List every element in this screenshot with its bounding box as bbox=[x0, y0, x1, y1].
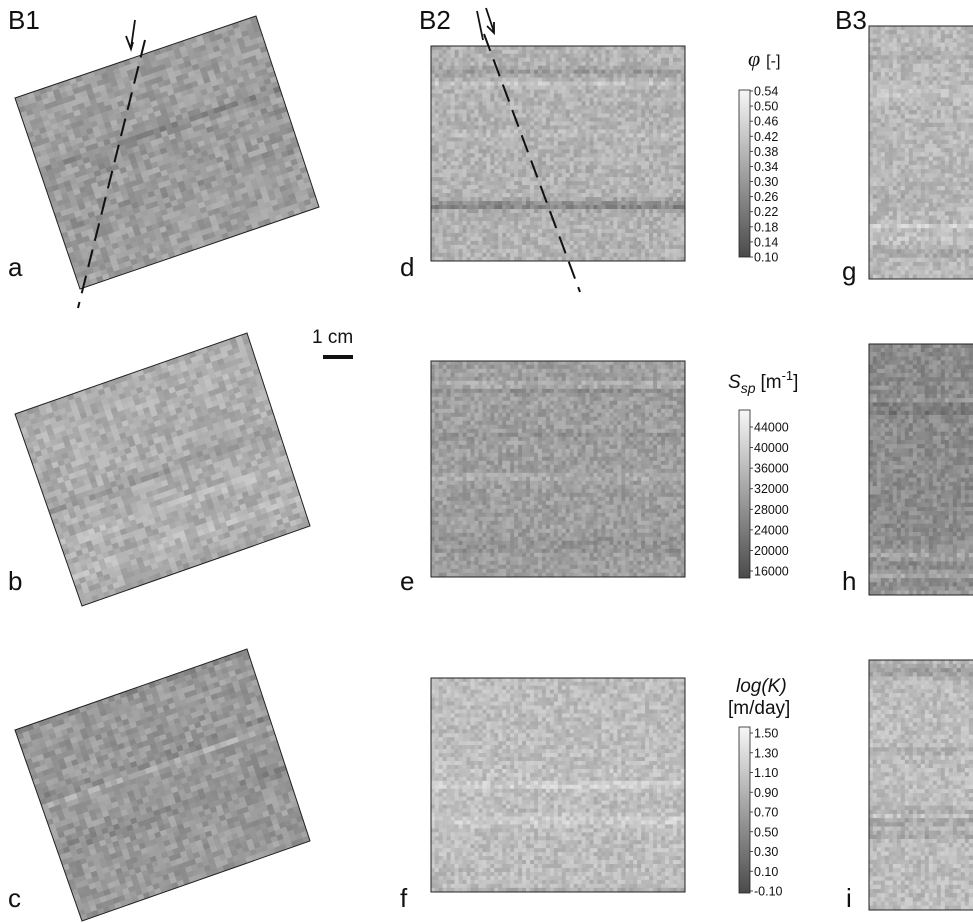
colorbar-tick-label: -0.10 bbox=[754, 885, 783, 899]
panel-d bbox=[430, 45, 686, 262]
colorbar-tick-label: 0.30 bbox=[754, 845, 778, 859]
panel-b bbox=[14, 332, 311, 607]
panel-f-frame bbox=[430, 677, 686, 893]
colorbar-tick-label: 24000 bbox=[754, 523, 789, 537]
colorbar-tick-label: 16000 bbox=[754, 565, 789, 579]
panel-letter-c: c bbox=[8, 883, 21, 913]
panel-c bbox=[14, 648, 311, 922]
panel-f-image bbox=[430, 677, 686, 893]
panel-e bbox=[430, 360, 686, 578]
panel-g-frame bbox=[868, 25, 973, 280]
colorbar-tick-label: 0.54 bbox=[754, 85, 778, 99]
panel-g bbox=[868, 25, 973, 280]
colorbar-tick-label: 0.90 bbox=[754, 786, 778, 800]
colorbar-tick-label: 44000 bbox=[754, 421, 789, 435]
panel-b-frame bbox=[14, 332, 311, 607]
panel-d-frame bbox=[430, 45, 686, 262]
panel-i-image bbox=[868, 659, 973, 911]
panel-letter-i: i bbox=[846, 883, 852, 913]
colorbar-tick-label: 0.70 bbox=[754, 806, 778, 820]
panel-letter-h: h bbox=[842, 566, 856, 596]
panel-letter-e: e bbox=[400, 566, 414, 596]
colorbar-tick-label: 20000 bbox=[754, 544, 789, 558]
colorbar-tick-label: 0.50 bbox=[754, 100, 778, 114]
shear-arrow-b2 bbox=[476, 7, 495, 41]
colorbar-specific-surface: Ssp [m-1] 44000 40000 36000 32000 28000 24000 2… bbox=[728, 368, 798, 579]
colorbar-tick-label: 0.46 bbox=[754, 115, 778, 129]
fault-line-b1 bbox=[77, 39, 146, 309]
colorbar-tick-label: 0.10 bbox=[754, 865, 778, 879]
panel-letter-f: f bbox=[400, 883, 408, 913]
panel-h bbox=[868, 343, 973, 596]
colorbar-tick-label: 1.10 bbox=[754, 766, 778, 780]
colorbar-tick-label: 0.26 bbox=[754, 190, 778, 204]
column-label-b3: B3 bbox=[835, 5, 867, 35]
colorbar-tick-label: 32000 bbox=[754, 482, 789, 496]
panel-letter-b: b bbox=[8, 566, 22, 596]
panel-a bbox=[14, 15, 320, 290]
colorbar-tick-label: 36000 bbox=[754, 462, 789, 476]
panel-a-image bbox=[14, 15, 320, 290]
panel-letter-a: a bbox=[8, 252, 23, 282]
colorbar-tick-label: 0.34 bbox=[754, 160, 778, 174]
colorbar-tick-label: 0.18 bbox=[754, 220, 778, 234]
scale-bar: 1 cm bbox=[312, 327, 353, 359]
colorbar-specific-surface-title: Ssp [m-1] bbox=[728, 368, 798, 396]
panel-c-frame bbox=[14, 648, 311, 922]
colorbar-porosity: φ [-] 0.540.500.460.420.380.340.300.260.2… bbox=[738, 46, 780, 265]
shear-arrow-b1 bbox=[125, 19, 136, 52]
panel-h-image bbox=[868, 343, 973, 596]
colorbar-tick-label: 0.38 bbox=[754, 145, 778, 159]
colorbar-permeability: log(K) [m/day] 1.50 1.30 1.10 0.90 0.70 0.50 0… bbox=[728, 676, 790, 899]
panel-letter-g: g bbox=[842, 256, 856, 286]
fault-line-b2 bbox=[483, 33, 581, 293]
colorbar-tick-label: 0.42 bbox=[754, 130, 778, 144]
colorbar-tick-label: 0.22 bbox=[754, 205, 778, 219]
colorbar-permeability-title-line1: log(K) bbox=[736, 676, 787, 697]
panel-d-image bbox=[430, 45, 686, 262]
panel-a-frame bbox=[14, 15, 320, 290]
colorbar-tick-label: 1.30 bbox=[754, 746, 778, 760]
column-label-b2: B2 bbox=[419, 5, 451, 35]
colorbar-tick-label: 0.30 bbox=[754, 175, 778, 189]
colorbar-porosity-title: φ [-] bbox=[748, 46, 780, 71]
colorbar-permeability-title-line2: [m/day] bbox=[728, 698, 790, 719]
colorbar-tick-label: 0.14 bbox=[754, 235, 778, 249]
panel-h-frame bbox=[868, 343, 973, 596]
panel-i bbox=[868, 659, 973, 911]
scale-bar-label: 1 cm bbox=[312, 327, 353, 348]
panel-letter-d: d bbox=[400, 252, 414, 282]
panel-f bbox=[430, 677, 686, 893]
panel-c-image bbox=[14, 648, 311, 922]
panel-b-image bbox=[14, 332, 311, 607]
column-label-b1: B1 bbox=[8, 5, 40, 35]
panel-e-image bbox=[430, 360, 686, 578]
panel-e-frame bbox=[430, 360, 686, 578]
panel-g-image bbox=[868, 25, 973, 280]
panel-i-frame bbox=[868, 659, 973, 911]
colorbar-tick-label: 40000 bbox=[754, 441, 789, 455]
colorbar-tick-label: 1.50 bbox=[754, 727, 778, 741]
colorbar-tick-label: 0.10 bbox=[754, 251, 778, 265]
colorbar-tick-label: 0.50 bbox=[754, 825, 778, 839]
colorbar-tick-label: 28000 bbox=[754, 503, 789, 517]
